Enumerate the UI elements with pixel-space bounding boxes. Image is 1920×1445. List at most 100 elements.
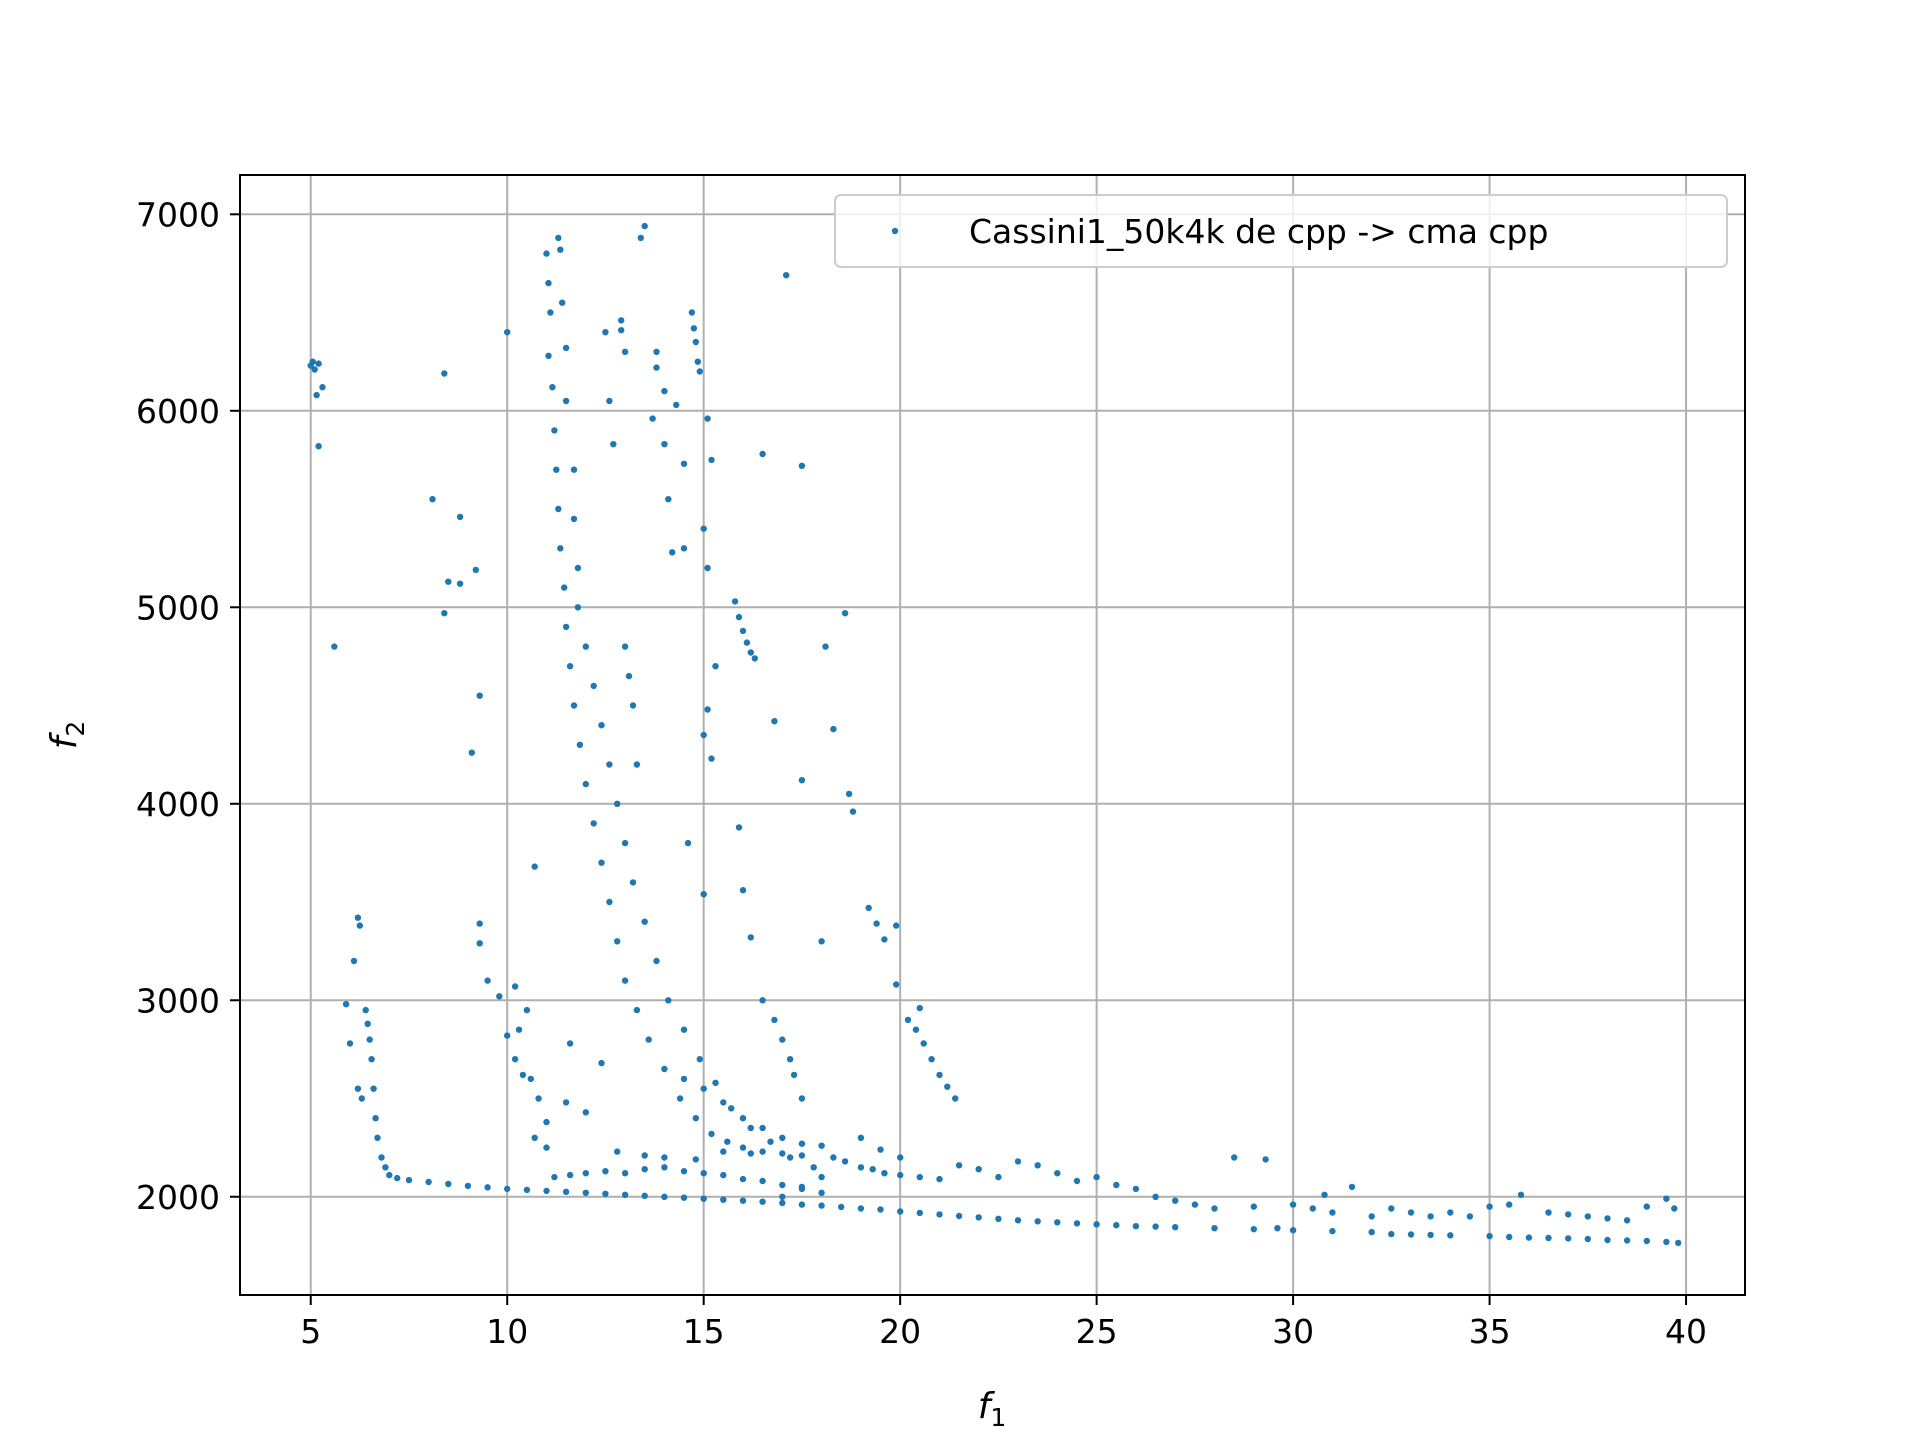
data-point: [653, 364, 660, 371]
data-point: [1643, 1237, 1651, 1245]
data-points: [307, 222, 1682, 1247]
data-point: [731, 598, 739, 605]
data-point: [849, 808, 857, 815]
y-tick-label: 2000: [136, 1178, 220, 1217]
data-point: [708, 755, 715, 762]
data-point: [975, 1214, 982, 1221]
data-point: [1289, 1227, 1297, 1234]
data-point: [545, 279, 552, 287]
data-point: [1427, 1213, 1434, 1220]
data-point: [570, 466, 578, 473]
data-point: [893, 922, 900, 929]
data-point: [315, 360, 322, 367]
data-point: [543, 250, 550, 257]
data-point: [1211, 1225, 1218, 1232]
data-point: [350, 957, 358, 965]
data-point: [739, 1115, 747, 1122]
data-point: [527, 1075, 534, 1083]
data-point: [767, 1138, 774, 1145]
data-point: [1289, 1201, 1297, 1208]
data-point: [1250, 1226, 1258, 1233]
data-point: [712, 663, 719, 670]
data-point: [669, 549, 676, 556]
data-point: [633, 761, 641, 768]
data-point: [562, 1099, 570, 1106]
data-point: [456, 580, 464, 587]
data-point: [378, 1154, 385, 1161]
data-point: [641, 222, 648, 230]
data-point: [743, 639, 751, 646]
data-point: [897, 1171, 904, 1179]
data-point: [1643, 1203, 1651, 1210]
data-point: [680, 1194, 688, 1201]
data-point: [1565, 1235, 1572, 1242]
data-point: [543, 1187, 550, 1195]
legend-label: Cassini1_50k4k de cpp -> cma cpp: [969, 212, 1548, 251]
data-point: [621, 977, 629, 984]
data-point: [582, 1170, 589, 1177]
data-point: [484, 1184, 491, 1191]
data-point: [629, 879, 637, 886]
data-point: [562, 397, 570, 405]
x-tick-label: 40: [1665, 1312, 1707, 1351]
data-point: [700, 1085, 707, 1092]
data-point: [1604, 1236, 1611, 1244]
data-point: [798, 462, 806, 469]
data-point: [309, 358, 316, 365]
data-point: [747, 1150, 754, 1157]
data-point: [680, 545, 688, 552]
data-point: [354, 1085, 362, 1092]
data-point: [1132, 1223, 1140, 1230]
data-point: [496, 993, 503, 1000]
data-point: [645, 1036, 652, 1043]
data-point: [696, 1056, 703, 1063]
data-point: [747, 649, 754, 656]
data-point: [665, 496, 672, 503]
data-point: [818, 938, 825, 945]
data-point: [857, 1205, 865, 1212]
data-point: [464, 1182, 472, 1190]
data-point: [1407, 1209, 1415, 1216]
data-point: [798, 1095, 806, 1102]
data-point: [582, 1189, 589, 1197]
data-point: [665, 997, 672, 1004]
data-point: [1034, 1162, 1041, 1169]
data-point: [771, 1016, 778, 1024]
data-point: [311, 366, 318, 373]
y-tick-label: 4000: [136, 785, 220, 824]
data-point: [637, 234, 644, 242]
data-point: [555, 505, 562, 513]
data-point: [822, 643, 829, 650]
data-point: [920, 1040, 927, 1047]
data-point: [690, 325, 698, 332]
data-point: [975, 1166, 982, 1173]
data-point: [700, 1170, 707, 1177]
data-point: [504, 329, 511, 336]
data-point: [739, 887, 747, 894]
data-point: [704, 706, 711, 713]
data-point: [602, 329, 609, 336]
data-point: [653, 957, 660, 965]
data-point: [779, 1150, 786, 1157]
data-point: [779, 1199, 786, 1207]
data-point: [739, 1144, 747, 1151]
data-point: [676, 1095, 684, 1102]
data-point: [621, 1170, 629, 1177]
data-point: [897, 1154, 904, 1161]
data-point: [708, 456, 715, 464]
data-point: [881, 936, 888, 943]
data-point: [354, 914, 362, 921]
data-point: [633, 1006, 641, 1014]
data-point: [845, 790, 853, 798]
data-point: [621, 839, 629, 847]
data-point: [621, 643, 629, 650]
x-tick-label: 5: [300, 1312, 321, 1351]
data-point: [641, 1192, 648, 1200]
y-tick-label: 5000: [136, 588, 220, 627]
data-point: [610, 441, 617, 448]
data-point: [621, 1191, 629, 1199]
data-point: [673, 401, 680, 409]
x-tick-label: 30: [1272, 1312, 1314, 1351]
data-point: [1329, 1227, 1336, 1235]
data-point: [1172, 1224, 1179, 1231]
